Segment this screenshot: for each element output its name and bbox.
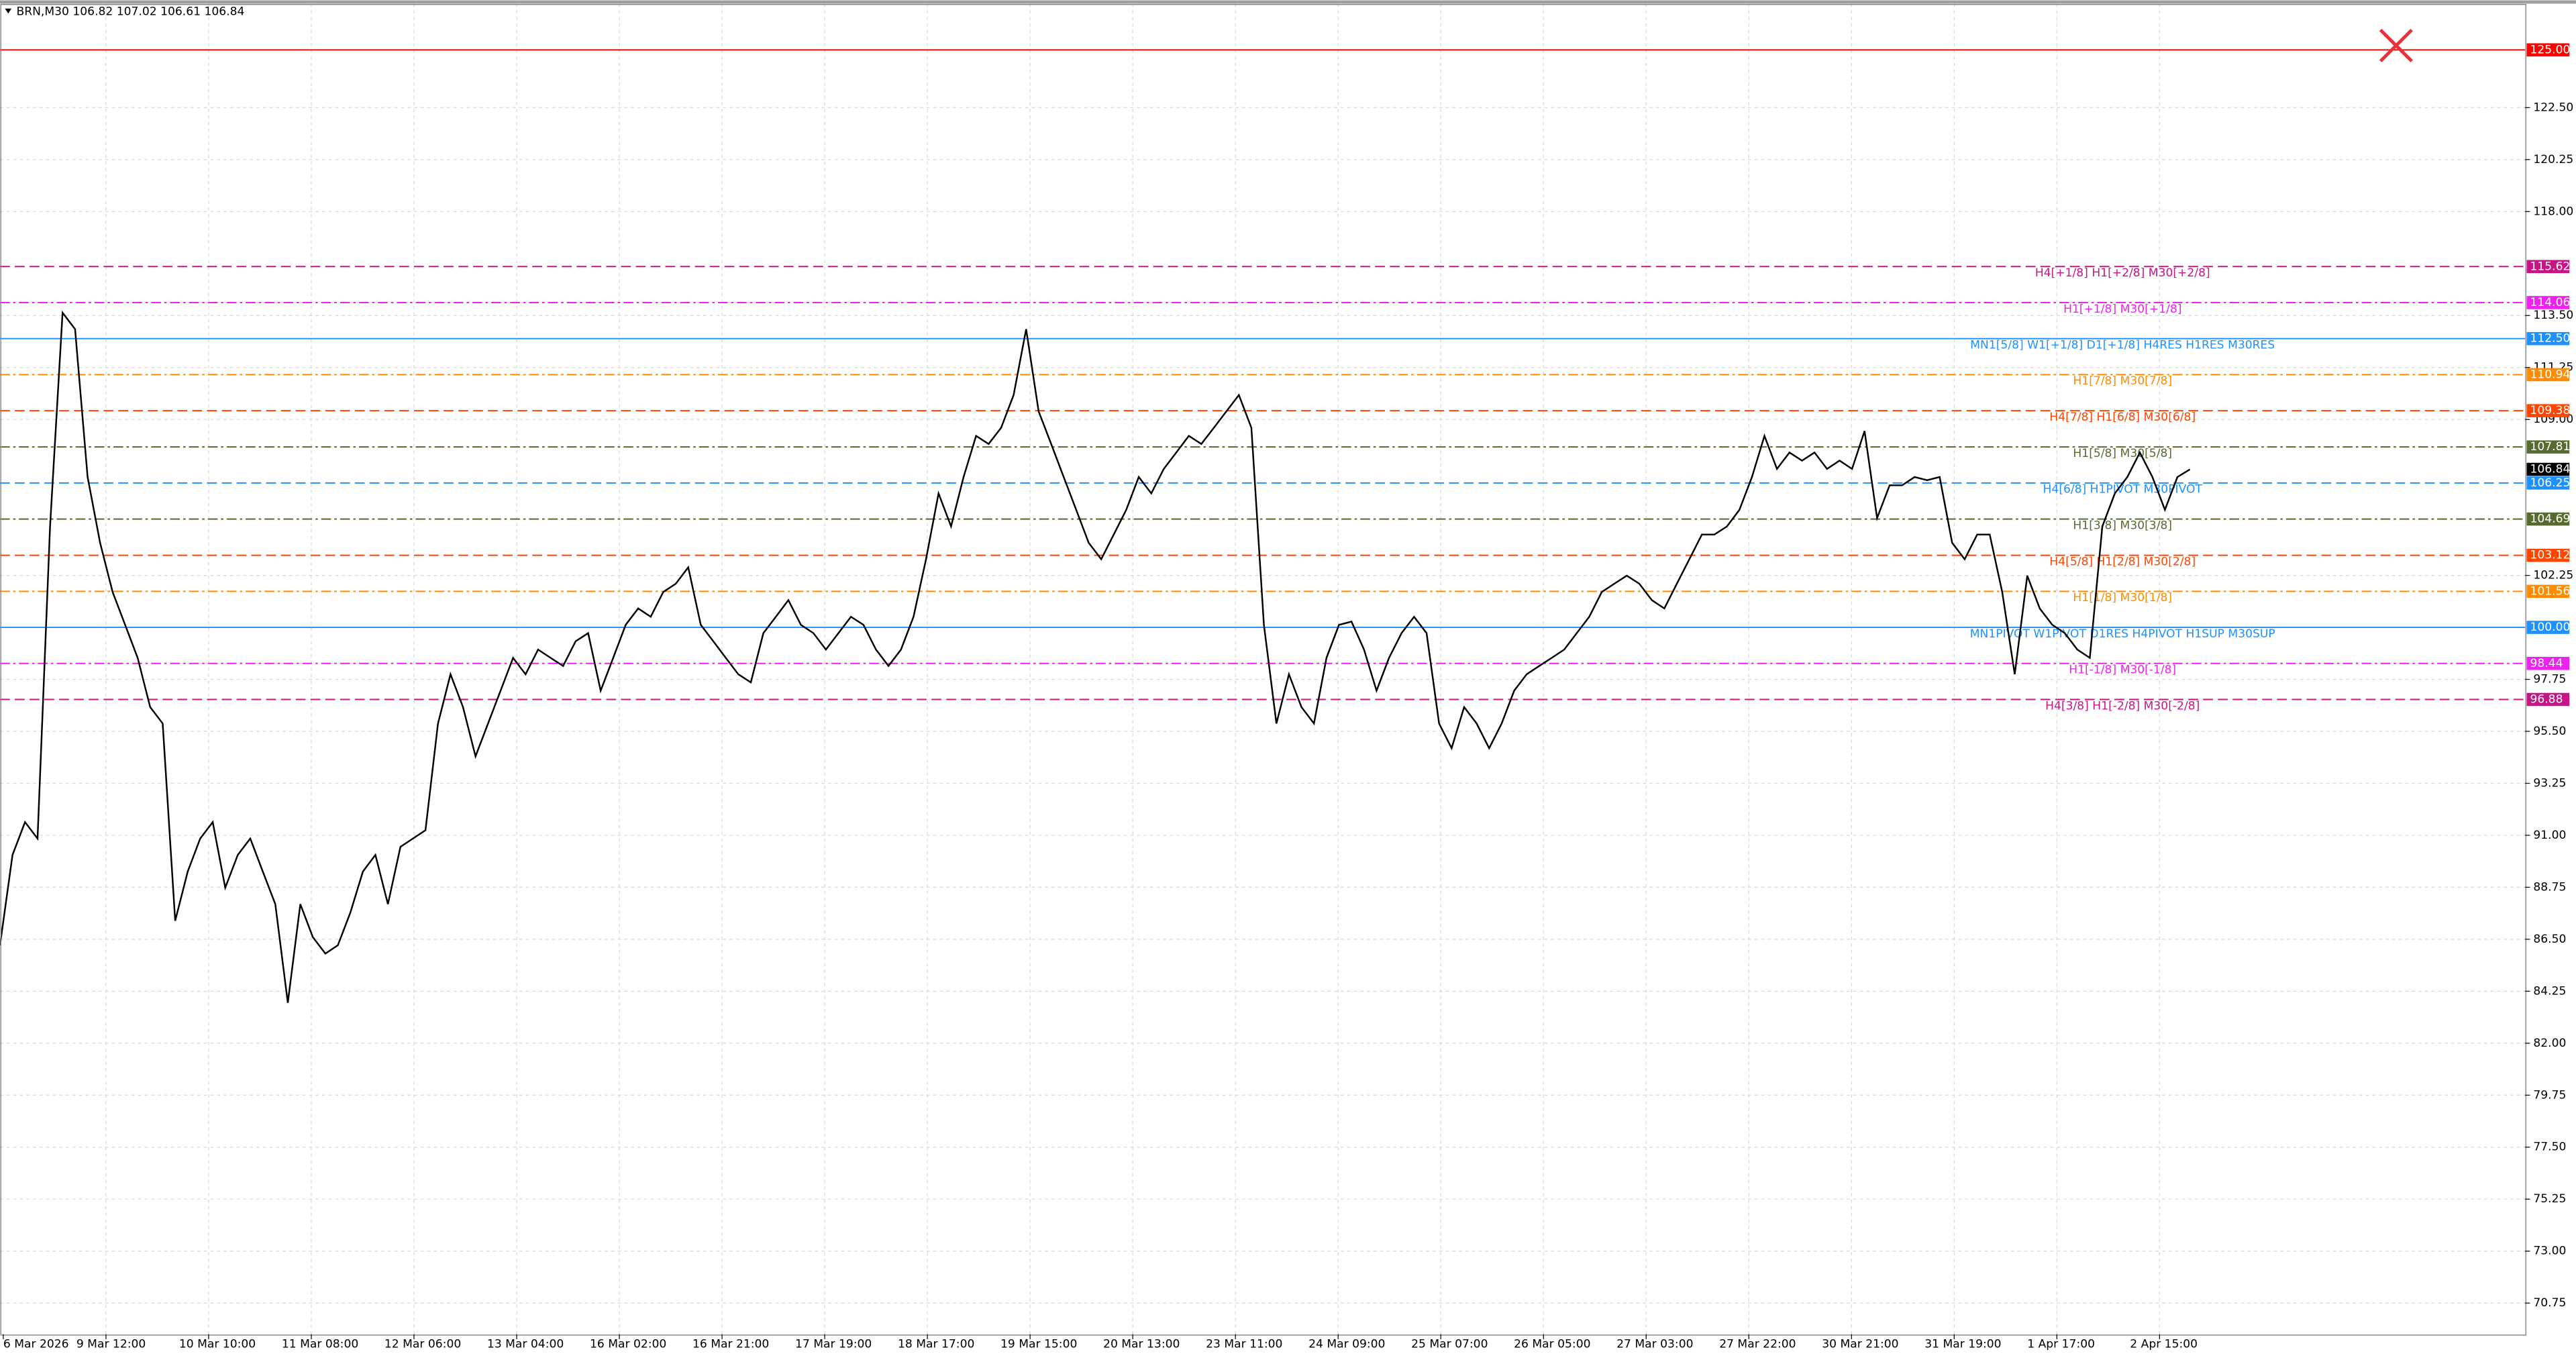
x-tick-label: 13 Mar 04:00: [487, 1337, 564, 1351]
price-tag-label: 110.94: [2530, 368, 2570, 381]
current-price-label: 106.84: [2530, 463, 2570, 476]
y-tick-label: 102.25: [2533, 569, 2573, 582]
price-tag: [2526, 548, 2570, 562]
symbol-header: BRN,M30 106.82 107.02 106.61 106.84: [16, 5, 244, 19]
menu-arrow[interactable]: [5, 8, 12, 14]
current-price-tag: [2526, 462, 2570, 476]
price-tag-label: 125.00: [2530, 43, 2570, 56]
price-tag: [2526, 368, 2570, 382]
y-tick-label: 93.25: [2533, 776, 2566, 790]
plot-frame: [0, 3, 2527, 1336]
x-tick-label: 27 Mar 03:00: [1616, 1337, 1693, 1351]
price-tag: [2526, 43, 2570, 57]
price-tag-label: 96.88: [2530, 692, 2563, 706]
level-label: H1[3/8] M30[3/8]: [2073, 519, 2172, 532]
y-tick-label: 88.75: [2533, 880, 2566, 894]
y-tick-label: 79.75: [2533, 1088, 2566, 1102]
price-tag-label: 114.06: [2530, 296, 2570, 309]
price-tag-label: 109.38: [2530, 404, 2570, 417]
price-tag: [2526, 440, 2570, 454]
x-tick-label: 9 Mar 12:00: [76, 1337, 146, 1351]
price-tag-label: 100.00: [2530, 621, 2570, 634]
y-tick-label: 70.75: [2533, 1296, 2566, 1310]
price-tag-label: 106.25: [2530, 476, 2570, 490]
price-tag-label: 115.62: [2530, 260, 2570, 273]
price-series: [0, 310, 2191, 1003]
x-tick-label: 6 Mar 2026: [3, 1337, 69, 1351]
price-tag: [2526, 512, 2570, 526]
level-label: H4[5/8] H1[2/8] M30[2/8]: [2049, 555, 2196, 568]
x-tick-label: 16 Mar 21:00: [692, 1337, 769, 1351]
x-tick-label: 27 Mar 22:00: [1719, 1337, 1796, 1351]
x-tick-label: 18 Mar 17:00: [898, 1337, 974, 1351]
level-label: H4[6/8] H1PIVOT M30PIVOT: [2043, 483, 2203, 497]
level-label: MN1[5/8] W1[+1/8] D1[+1/8] H4RES H1RES M…: [1970, 338, 2275, 352]
x-tick-label: 20 Mar 13:00: [1103, 1337, 1180, 1351]
y-tick-label: 84.25: [2533, 984, 2566, 998]
price-tag: [2526, 331, 2570, 346]
x-tick-label: 16 Mar 02:00: [590, 1337, 666, 1351]
price-tag-label: 103.12: [2530, 549, 2570, 562]
top-bar: [0, 0, 2576, 4]
x-tick-label: 12 Mar 06:00: [384, 1337, 461, 1351]
x-tick-label: 26 Mar 05:00: [1514, 1337, 1590, 1351]
y-tick-label: 77.50: [2533, 1141, 2566, 1154]
price-tag: [2526, 692, 2570, 707]
levels: H4[+1/8] H1[+2/8] M30[+2/8] H1[+1/8] M30[…: [0, 49, 2526, 713]
x-tick-label: 17 Mar 19:00: [795, 1337, 872, 1351]
price-tag: [2526, 476, 2570, 490]
level-label: H1[+1/8] M30[+1/8]: [2063, 303, 2181, 316]
level-label: H4[+1/8] H1[+2/8] M30[+2/8]: [2035, 266, 2210, 280]
close-icon[interactable]: [2379, 28, 2413, 62]
price-axis: 122.50120.25118.00113.50111.25109.00102.…: [3, 43, 2573, 1351]
y-tick-label: 95.50: [2533, 725, 2566, 738]
price-tag-label: 104.69: [2530, 513, 2570, 526]
price-tag-label: 98.44: [2530, 657, 2563, 670]
level-label: MN1PIVOT W1PIVOT D1RES H4PIVOT H1SUP M30…: [1970, 627, 2275, 641]
y-tick-label: 113.50: [2533, 309, 2573, 322]
price-tag: [2526, 584, 2570, 598]
x-tick-label: 1 Apr 17:00: [2027, 1337, 2095, 1351]
x-tick-label: 19 Mar 15:00: [1000, 1337, 1077, 1351]
price-tag: [2526, 621, 2570, 634]
x-tick-label: 2 Apr 15:00: [2130, 1337, 2198, 1351]
y-tick-label: 120.25: [2533, 153, 2573, 166]
level-label: H1[5/8] M30[5/8]: [2073, 447, 2172, 460]
y-tick-label: 86.50: [2533, 933, 2566, 946]
y-tick-label: 122.50: [2533, 101, 2573, 114]
level-label: H1[7/8] M30[7/8]: [2073, 374, 2172, 388]
x-tick-label: 25 Mar 07:00: [1411, 1337, 1488, 1351]
x-tick-label: 11 Mar 08:00: [282, 1337, 358, 1351]
x-tick-label: 10 Mar 10:00: [179, 1337, 256, 1351]
y-tick-label: 82.00: [2533, 1037, 2566, 1050]
level-label: H4[7/8] H1[6/8] M30[6/8]: [2049, 411, 2196, 424]
y-tick-label: 91.00: [2533, 829, 2566, 842]
price-tag: [2526, 260, 2570, 274]
level-label: H1[1/8] M30[1/8]: [2073, 591, 2172, 605]
x-tick-label: 30 Mar 21:00: [1822, 1337, 1898, 1351]
x-tick-label: 31 Mar 19:00: [1924, 1337, 2001, 1351]
price-line: [0, 310, 2191, 1003]
level-label: H1[-1/8] M30[-1/8]: [2069, 664, 2176, 677]
price-tag: [2526, 404, 2570, 417]
y-tick-label: 73.00: [2533, 1245, 2566, 1258]
level-label: H4[3/8] H1[-2/8] M30[-2/8]: [2045, 699, 2200, 713]
grid: [0, 3, 2526, 1335]
x-tick-label: 24 Mar 09:00: [1308, 1337, 1385, 1351]
price-tag-label: 101.56: [2530, 584, 2570, 598]
y-tick-label: 97.75: [2533, 673, 2566, 686]
price-tag-label: 107.81: [2530, 440, 2570, 454]
price-tag: [2526, 656, 2570, 670]
y-tick-label: 118.00: [2533, 205, 2573, 218]
y-tick-label: 75.25: [2533, 1192, 2566, 1206]
x-tick-label: 23 Mar 11:00: [1206, 1337, 1282, 1351]
price-tag-label: 112.50: [2530, 332, 2570, 346]
price-tag: [2526, 296, 2570, 309]
